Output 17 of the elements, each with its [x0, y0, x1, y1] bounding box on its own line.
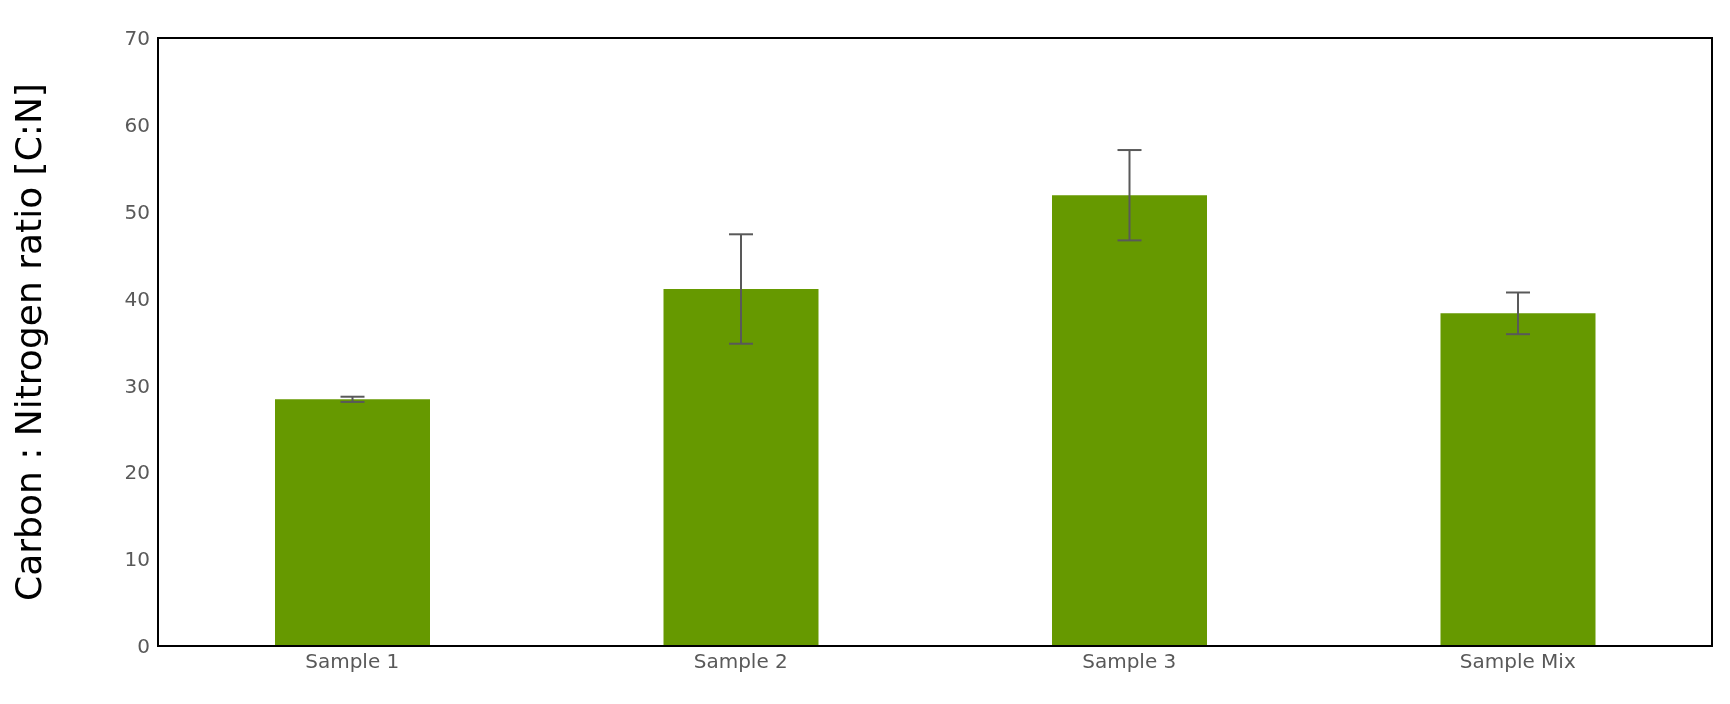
y-tick-label: 0: [137, 634, 150, 659]
y-tick-label: 40: [124, 286, 150, 311]
x-tick-label: Sample 2: [693, 649, 788, 674]
bar: [1440, 313, 1596, 646]
y-tick-label: 60: [124, 112, 150, 137]
x-tick-label: Sample 3: [1082, 649, 1177, 674]
y-tick-label: 70: [124, 26, 150, 51]
x-tick-label: Sample Mix: [1459, 649, 1576, 674]
y-axis-title: Carbon : Nitrogen ratio [C:N]: [7, 83, 49, 601]
bar: [663, 289, 819, 646]
y-tick-label: 30: [124, 373, 150, 398]
y-tick-label: 50: [124, 199, 150, 224]
y-tick-label: 10: [124, 547, 150, 572]
bar: [275, 399, 430, 646]
y-tick-label: 20: [124, 460, 150, 485]
x-tick-label: Sample 1: [305, 649, 400, 674]
bar: [1052, 195, 1207, 646]
